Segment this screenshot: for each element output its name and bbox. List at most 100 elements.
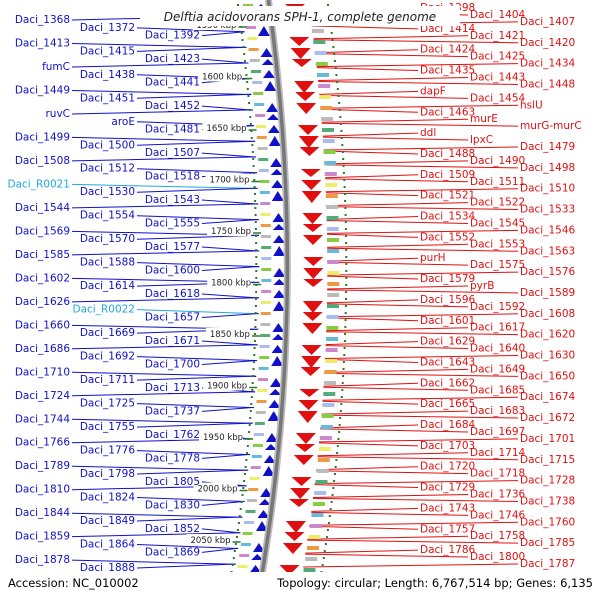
track-dot (255, 270, 258, 272)
cog-strip (327, 260, 340, 264)
right-leader-line (316, 466, 419, 471)
feature-minus-strand (251, 554, 264, 560)
track-dot (253, 179, 256, 181)
right-leader-line (327, 247, 519, 252)
left-gene-label: Daci_1776 (80, 445, 136, 457)
right-gene-label: Daci_1703 (420, 440, 475, 452)
left-gene-label: Daci_1805 (145, 476, 200, 488)
track-dot (248, 424, 251, 426)
kbp-label-backdrop (193, 482, 238, 494)
kbp-label: 1650 kbp (207, 124, 247, 134)
track-dot (253, 347, 256, 349)
left-leader-line (71, 297, 260, 303)
right-gene-label: Daci_1448 (520, 78, 575, 90)
left-leader-line (136, 168, 258, 174)
track-dot (344, 207, 347, 209)
track-dot (345, 242, 348, 244)
right-gene-label: Daci_1746 (470, 509, 526, 521)
left-gene-label: Daci_1452 (145, 100, 200, 112)
feature-minus-strand (264, 444, 277, 450)
left-leader-line (136, 422, 253, 428)
cog-strip (305, 557, 318, 561)
right-gene-label: Daci_1650 (520, 370, 575, 382)
feature-plus-strand (290, 488, 311, 499)
track-dot (343, 186, 346, 188)
left-gene-label: Daci_1618 (145, 288, 200, 300)
left-gene-label: Daci_1577 (145, 241, 200, 253)
left-gene-label: Daci_1755 (80, 421, 135, 433)
left-gene-label: Daci_R0021 (8, 178, 70, 190)
cog-strip (311, 29, 324, 33)
right-gene-label: Daci_1758 (470, 530, 525, 542)
left-gene-label: Daci_1626 (15, 296, 71, 308)
cog-strip (308, 535, 321, 539)
left-leader-line (201, 293, 260, 299)
feature-minus-strand (270, 158, 283, 167)
left-gene-label: Daci_1614 (80, 280, 136, 292)
right-gene-label: purH (420, 252, 446, 264)
feature-plus-strand (301, 180, 322, 190)
right-leader-line (327, 275, 419, 280)
cog-strip (260, 213, 271, 216)
right-leader-line (321, 122, 519, 127)
right-leader-line (305, 549, 419, 554)
kbp-label-backdrop (207, 276, 252, 288)
right-leader-line (320, 104, 519, 109)
right-leader-line (303, 563, 519, 568)
left-leader-line (201, 406, 255, 412)
right-leader-line (326, 220, 469, 224)
cog-strip (261, 246, 272, 249)
feature-minus-strand (264, 81, 277, 91)
left-gene-label: Daci_1878 (15, 554, 70, 566)
track-dot (332, 487, 335, 489)
cog-strip (250, 466, 261, 469)
left-leader-line (71, 418, 253, 424)
right-leader-line (326, 331, 519, 336)
right-leader-line (318, 77, 469, 81)
left-leader-line (201, 246, 260, 252)
left-gene-label: Daci_1570 (80, 233, 135, 245)
track-dot (244, 60, 246, 62)
right-leader-line (318, 442, 419, 447)
right-leader-line (324, 355, 519, 359)
cog-strip (256, 400, 267, 403)
cog-strip (258, 158, 269, 161)
feature-minus-strand (273, 268, 286, 277)
track-dot (329, 508, 332, 510)
left-leader-line (201, 219, 259, 225)
right-leader-line (325, 341, 419, 346)
right-leader-line (324, 358, 419, 363)
feature-plus-strand (294, 81, 315, 93)
right-leader-line (315, 49, 419, 54)
track-dot (345, 298, 347, 300)
right-leader-line (321, 414, 519, 419)
cog-strip (261, 235, 271, 238)
cog-strip (312, 502, 325, 506)
cog-strip (256, 136, 267, 139)
feature-plus-strand (284, 532, 305, 541)
track-dot (336, 452, 339, 454)
track-dot (330, 32, 333, 34)
feature-plus-strand (295, 433, 316, 444)
left-gene-label: Daci_1372 (80, 22, 135, 34)
cog-strip (319, 436, 332, 440)
right-gene-label: Daci_1407 (520, 16, 575, 28)
feature-minus-strand (266, 103, 279, 112)
left-gene-label: Daci_1554 (80, 210, 136, 222)
left-leader-line (201, 266, 260, 272)
right-leader-line (325, 188, 519, 193)
left-gene-label: Daci_1669 (80, 327, 135, 339)
right-gene-label: Daci_1443 (470, 72, 525, 84)
left-leader-line (71, 532, 241, 538)
left-gene-label: Daci_1451 (80, 92, 135, 104)
track-dot (255, 249, 258, 251)
right-gene-label: Daci_1684 (420, 419, 476, 431)
left-gene-label: Daci_R0022 (73, 304, 135, 316)
track-dot (245, 74, 248, 76)
track-dot (335, 74, 338, 76)
right-gene-label: Daci_1601 (420, 315, 475, 327)
left-gene-label: Daci_1423 (145, 53, 200, 65)
cog-strip (260, 312, 271, 315)
